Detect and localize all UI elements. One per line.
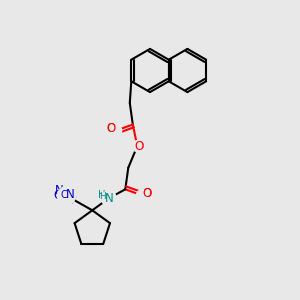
- Text: C: C: [66, 191, 73, 201]
- Text: O: O: [106, 122, 116, 136]
- Circle shape: [136, 190, 147, 201]
- Text: O: O: [134, 140, 143, 153]
- Circle shape: [101, 191, 116, 206]
- Text: O: O: [142, 187, 152, 200]
- Text: CN: CN: [53, 189, 70, 202]
- Text: N: N: [66, 188, 74, 201]
- Circle shape: [103, 193, 114, 204]
- Text: C: C: [60, 190, 67, 200]
- Circle shape: [58, 187, 76, 205]
- Text: N: N: [103, 190, 112, 203]
- Text: O: O: [142, 187, 152, 200]
- Text: O: O: [106, 122, 116, 136]
- Text: N: N: [55, 184, 64, 197]
- Circle shape: [111, 125, 122, 136]
- Text: H: H: [98, 190, 105, 200]
- Circle shape: [132, 141, 143, 152]
- Text: H: H: [99, 192, 106, 201]
- Text: O: O: [134, 140, 143, 153]
- Text: N: N: [105, 192, 114, 205]
